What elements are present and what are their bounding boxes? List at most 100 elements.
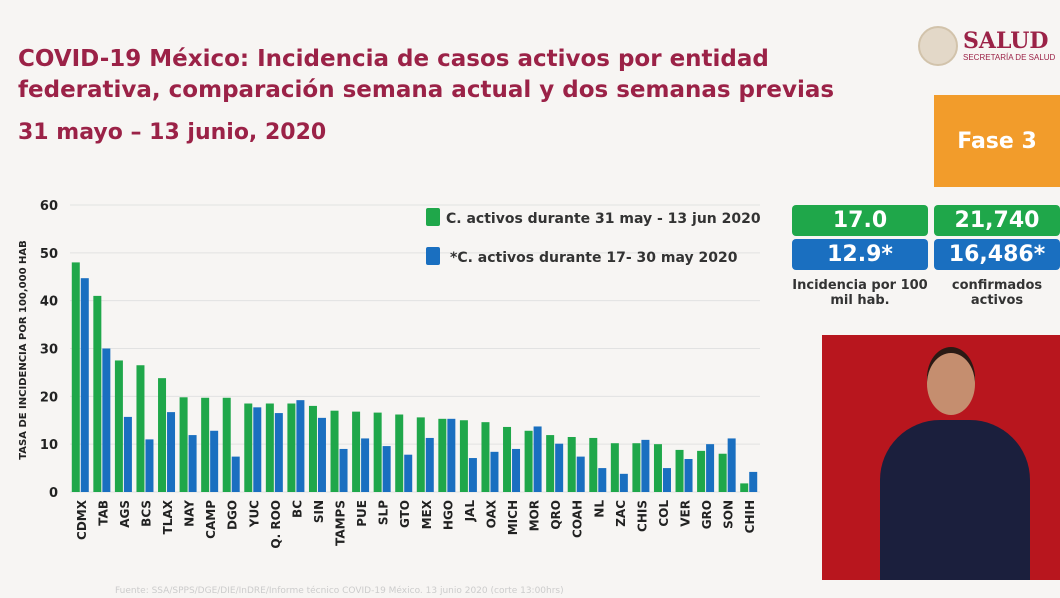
- bar-tab-current: [93, 295, 102, 492]
- bar-chih-current: [740, 483, 749, 492]
- x-tick-label: CHIH: [743, 500, 757, 533]
- bar-yuc-previous: [253, 407, 262, 492]
- bar-camp-current: [201, 397, 210, 492]
- y-tick-label: 40: [40, 295, 58, 310]
- active-caption: confirmados activos: [951, 278, 1043, 308]
- bar-gto-current: [395, 414, 404, 492]
- bar-tamps-current: [330, 410, 339, 492]
- bar-chih-previous: [749, 471, 758, 492]
- legend-swatch-current: [426, 208, 440, 226]
- x-tick-label: COL: [657, 500, 671, 527]
- bar-pue-current: [352, 411, 361, 492]
- bar-nl-current: [589, 437, 598, 492]
- bar-mor-previous: [533, 426, 542, 492]
- bar-tlax-current: [158, 378, 167, 492]
- x-tick-label: BCS: [139, 500, 153, 527]
- bar-slp-current: [373, 412, 382, 492]
- x-tick-label: SON: [722, 500, 736, 529]
- x-tick-label: VER: [679, 500, 693, 527]
- bar-slp-previous: [382, 446, 391, 492]
- bar-yuc-current: [244, 403, 253, 492]
- bar-oax-current: [481, 422, 490, 492]
- bar-bc-current: [287, 403, 296, 492]
- x-tick-label: MEX: [420, 499, 434, 529]
- bar-coah-current: [567, 436, 576, 492]
- bar-ver-previous: [684, 458, 693, 492]
- incidence-caption: Incidencia por 100 mil hab.: [792, 278, 928, 308]
- bar-ver-current: [675, 449, 684, 492]
- x-tick-label: OAX: [484, 499, 498, 528]
- bar-bcs-previous: [145, 439, 154, 492]
- x-tick-label: ZAC: [614, 500, 628, 527]
- bar-nay-current: [179, 397, 188, 492]
- y-tick-label: 0: [49, 486, 58, 501]
- bar-zac-previous: [619, 473, 628, 492]
- sign-language-interpreter-video: [822, 335, 1060, 580]
- legend-current: C. activos durante 31 may - 13 jun 2020: [446, 211, 761, 227]
- bar-bc-previous: [296, 400, 305, 492]
- y-tick-label: 30: [40, 343, 58, 358]
- bar-jal-previous: [468, 458, 477, 492]
- bar-nl-previous: [598, 468, 607, 492]
- x-tick-label: TAMPS: [334, 500, 348, 546]
- bar-mor-current: [524, 430, 533, 492]
- bar-tab-previous: [102, 348, 111, 492]
- x-tick-label: YUC: [247, 500, 261, 528]
- bar-camp-previous: [210, 430, 219, 492]
- bar-col-current: [653, 444, 662, 492]
- bar-dgo-previous: [231, 456, 240, 492]
- salud-logo: SALUD SECRETARÍA DE SALUD: [918, 26, 1055, 66]
- bar-sin-previous: [317, 417, 326, 492]
- x-tick-label: PUE: [355, 500, 369, 527]
- bar-cdmx-previous: [80, 278, 89, 492]
- bar-chis-current: [632, 443, 641, 492]
- active-current: 21,740: [934, 205, 1060, 236]
- x-tick-label: CDMX: [75, 499, 89, 540]
- x-tick-label: NL: [592, 500, 606, 518]
- y-tick-label: 20: [40, 390, 58, 405]
- x-tick-label: AGS: [118, 500, 132, 528]
- bar-chart: TASA DE INCIDENCIA POR 100,000 HAB 0 10 20…: [18, 199, 761, 549]
- x-tick-label: SLP: [377, 500, 391, 525]
- bar-mich-current: [503, 426, 512, 492]
- legend-previous: *C. activos durante 17- 30 may 2020: [450, 250, 738, 266]
- bar-coah-previous: [576, 456, 585, 492]
- x-tick-label: BC: [290, 500, 304, 518]
- bar-dgo-current: [222, 397, 231, 492]
- incidence-previous: 12.9*: [792, 239, 928, 270]
- bar-hgo-current: [438, 418, 447, 492]
- logo-subtext: SECRETARÍA DE SALUD: [963, 53, 1056, 62]
- bar-nay-previous: [188, 435, 197, 492]
- x-tick-label: DGO: [226, 500, 240, 530]
- bar-son-current: [718, 453, 727, 492]
- bar-gro-previous: [706, 444, 715, 492]
- date-range: 31 mayo – 13 junio, 2020: [18, 120, 327, 145]
- y-tick-label: 50: [40, 247, 58, 262]
- x-tick-label: GRO: [700, 500, 714, 529]
- x-tick-label: COAH: [571, 500, 585, 538]
- x-tick-label: CAMP: [204, 500, 218, 539]
- x-tick-label: TLAX: [161, 499, 175, 534]
- bar-gto-previous: [404, 454, 413, 492]
- x-tick-label: JAL: [463, 500, 477, 523]
- bar-ags-previous: [123, 416, 132, 492]
- bar-chis-previous: [641, 439, 650, 492]
- y-axis-label: TASA DE INCIDENCIA POR 100,000 HAB: [18, 240, 29, 460]
- bar-tamps-previous: [339, 448, 348, 492]
- bar-cdmx-current: [71, 262, 80, 492]
- bar-ags-current: [114, 360, 123, 492]
- x-tick-label: SIN: [312, 500, 326, 523]
- interpreter-figure: [880, 420, 1030, 580]
- bar-sin-current: [308, 405, 317, 492]
- bar-oax-previous: [490, 451, 499, 492]
- y-tick-label: 10: [40, 438, 58, 453]
- source-footer: Fuente: SSA/SPPS/DGE/DIE/InDRE/Informe t…: [115, 586, 564, 596]
- x-tick-label: NAY: [183, 500, 197, 527]
- incidence-current: 17.0: [792, 205, 928, 236]
- bar-jal-current: [459, 420, 468, 492]
- bar-mex-previous: [425, 437, 434, 492]
- seal-icon: [918, 26, 958, 66]
- x-tick-label: MICH: [506, 500, 520, 535]
- bar-bcs-current: [136, 365, 145, 492]
- y-tick-label: 60: [40, 199, 58, 214]
